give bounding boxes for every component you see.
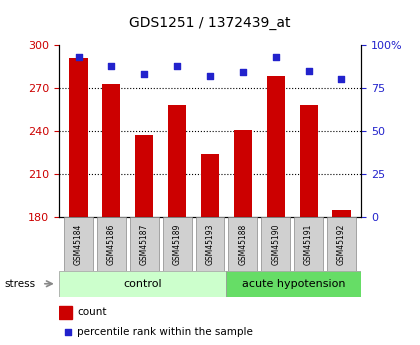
Point <box>108 63 115 68</box>
Text: GDS1251 / 1372439_at: GDS1251 / 1372439_at <box>129 16 291 30</box>
Point <box>65 329 71 334</box>
Text: stress: stress <box>4 279 35 289</box>
Point <box>75 54 82 60</box>
Point <box>207 73 213 79</box>
Point <box>141 71 147 77</box>
Bar <box>130 217 159 271</box>
Text: GSM45191: GSM45191 <box>304 224 313 265</box>
Text: count: count <box>77 307 106 317</box>
Bar <box>261 217 290 271</box>
Bar <box>226 271 361 297</box>
Bar <box>294 217 323 271</box>
Bar <box>69 58 87 217</box>
Bar <box>102 84 121 217</box>
Bar <box>64 217 93 271</box>
Bar <box>267 77 285 217</box>
Text: GSM45192: GSM45192 <box>337 224 346 265</box>
Bar <box>196 217 224 271</box>
Point <box>338 77 345 82</box>
Text: GSM45188: GSM45188 <box>239 224 247 265</box>
Bar <box>228 217 257 271</box>
Text: GSM45186: GSM45186 <box>107 224 116 265</box>
Bar <box>333 210 351 217</box>
Text: GSM45193: GSM45193 <box>205 223 215 265</box>
Text: GSM45190: GSM45190 <box>271 223 280 265</box>
Bar <box>201 154 219 217</box>
Text: percentile rank within the sample: percentile rank within the sample <box>77 327 253 337</box>
Bar <box>59 306 71 318</box>
Bar <box>135 136 153 217</box>
Bar <box>168 105 186 217</box>
Text: control: control <box>123 279 162 289</box>
Text: GSM45189: GSM45189 <box>173 224 181 265</box>
Bar <box>59 271 226 297</box>
Bar <box>163 217 192 271</box>
Point <box>239 70 246 75</box>
Point <box>273 54 279 60</box>
Text: GSM45184: GSM45184 <box>74 224 83 265</box>
Point <box>305 68 312 73</box>
Text: GSM45187: GSM45187 <box>140 224 149 265</box>
Bar <box>327 217 356 271</box>
Bar <box>234 130 252 217</box>
Text: acute hypotension: acute hypotension <box>242 279 346 289</box>
Bar <box>97 217 126 271</box>
Point <box>174 63 181 68</box>
Bar <box>299 105 318 217</box>
